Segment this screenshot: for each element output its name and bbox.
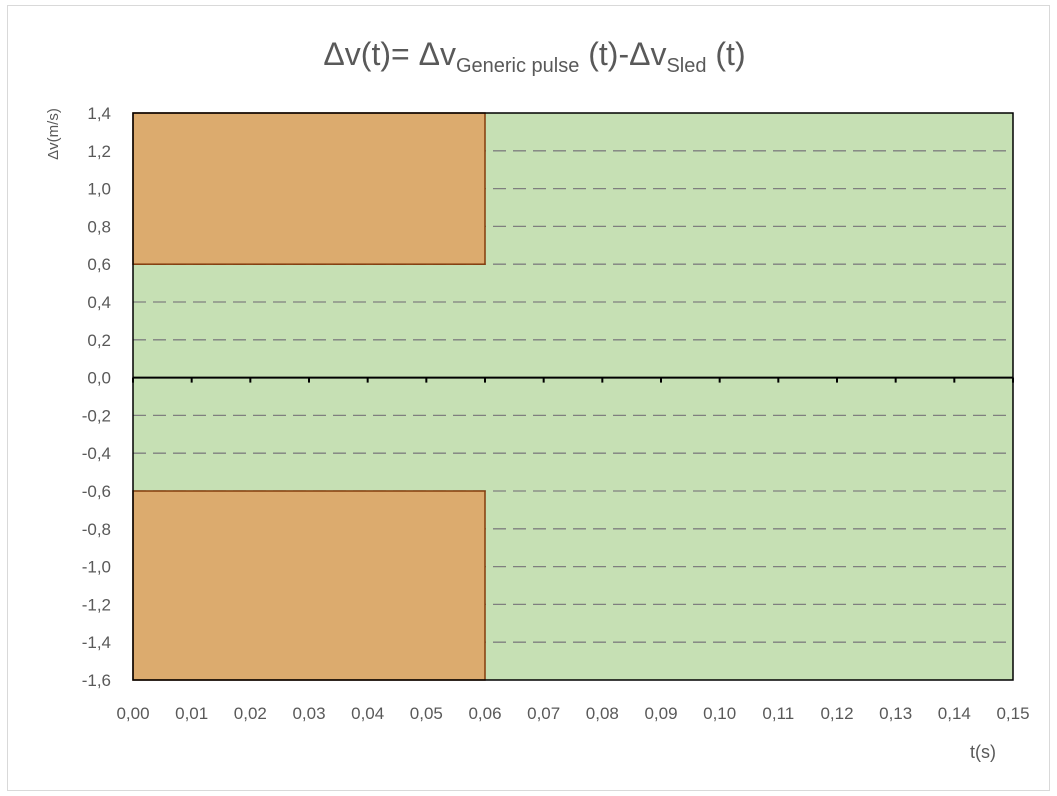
y-tick-label: 0,4 xyxy=(87,293,111,312)
y-tick-label: 1,2 xyxy=(87,142,111,161)
y-tick-label: -0,6 xyxy=(82,482,111,501)
x-tick-label: 0,11 xyxy=(762,704,794,723)
chart-title: Δv(t)= ΔvGeneric pulse (t)-ΔvSled (t) xyxy=(0,36,1057,78)
y-tick-label: -0,2 xyxy=(82,406,111,425)
y-tick-label: 0,8 xyxy=(87,217,111,236)
y-tick-label: 0,2 xyxy=(87,331,111,350)
y-tick-label: 0,0 xyxy=(87,369,111,388)
x-tick-label: 0,02 xyxy=(234,704,267,723)
y-tick-label: 1,0 xyxy=(87,180,111,199)
x-tick-label: 0,04 xyxy=(351,704,384,723)
x-tick-label: 0,01 xyxy=(175,704,208,723)
title-suffix: (t) xyxy=(706,36,746,72)
title-subscript-sled: Sled xyxy=(666,55,707,77)
plot-border xyxy=(132,112,1014,681)
title-prefix: Δv(t)= Δv xyxy=(323,36,456,72)
y-tick-label: 0,6 xyxy=(87,255,111,274)
x-tick-label: 0,12 xyxy=(820,704,853,723)
x-tick-label: 0,03 xyxy=(292,704,325,723)
y-tick-label: -1,2 xyxy=(82,595,111,614)
title-subscript-generic-pulse: Generic pulse xyxy=(455,55,580,77)
region-upper xyxy=(132,112,486,265)
x-tick-label: 0,06 xyxy=(468,704,501,723)
x-tick-label: 0,07 xyxy=(527,704,560,723)
x-tick-label: 0,13 xyxy=(879,704,912,723)
x-tick-label: 0,10 xyxy=(703,704,736,723)
y-tick-label: -0,8 xyxy=(82,520,111,539)
x-tick-label: 0,14 xyxy=(938,704,971,723)
y-tick-label: -1,4 xyxy=(82,633,111,652)
x-tick-label: 0,00 xyxy=(116,704,149,723)
x-tick-label: 0,05 xyxy=(410,704,443,723)
y-tick-label: -1,6 xyxy=(82,671,111,690)
y-axis-title: Δv(m/s) xyxy=(45,108,62,160)
region-lower xyxy=(132,490,486,681)
y-tick-label: 1,4 xyxy=(87,104,111,123)
x-axis-title: t(s) xyxy=(970,742,996,762)
y-tick-label: -0,4 xyxy=(82,444,111,463)
x-tick-label: 0,08 xyxy=(586,704,619,723)
title-mid: (t)-Δv xyxy=(579,36,667,72)
x-tick-label: 0,09 xyxy=(644,704,677,723)
y-tick-label: -1,0 xyxy=(82,558,111,577)
x-tick-label: 0,15 xyxy=(996,704,1029,723)
